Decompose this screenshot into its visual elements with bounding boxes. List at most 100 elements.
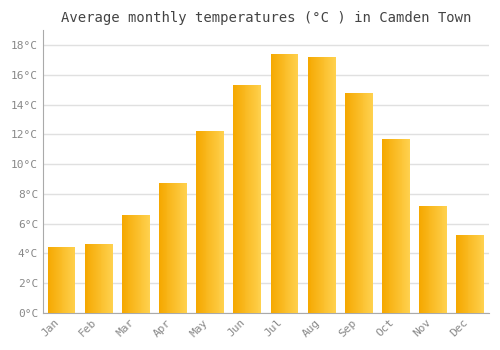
Bar xyxy=(244,85,246,313)
Bar xyxy=(445,206,446,313)
Bar xyxy=(324,57,326,313)
Bar xyxy=(477,236,478,313)
Bar xyxy=(329,57,330,313)
Bar xyxy=(240,85,241,313)
Bar xyxy=(433,206,434,313)
Bar xyxy=(200,132,201,313)
Bar xyxy=(270,54,272,313)
Bar xyxy=(197,132,198,313)
Bar xyxy=(442,206,444,313)
Bar xyxy=(424,206,425,313)
Bar xyxy=(372,93,373,313)
Bar xyxy=(330,57,331,313)
Bar xyxy=(386,139,388,313)
Bar xyxy=(332,57,333,313)
Bar xyxy=(464,236,466,313)
Bar xyxy=(385,139,386,313)
Bar xyxy=(128,215,130,313)
Bar xyxy=(62,247,64,313)
Bar xyxy=(382,139,383,313)
Bar xyxy=(254,85,255,313)
Bar xyxy=(147,215,148,313)
Bar xyxy=(360,93,362,313)
Bar xyxy=(178,183,180,313)
Bar xyxy=(55,247,56,313)
Bar xyxy=(54,247,55,313)
Bar xyxy=(67,247,68,313)
Bar xyxy=(210,132,211,313)
Bar xyxy=(199,132,200,313)
Bar xyxy=(96,244,97,313)
Bar xyxy=(460,236,461,313)
Bar xyxy=(392,139,393,313)
Bar xyxy=(472,236,473,313)
Bar xyxy=(72,247,74,313)
Bar xyxy=(180,183,182,313)
Bar xyxy=(174,183,175,313)
Bar xyxy=(426,206,428,313)
Bar xyxy=(474,236,475,313)
Bar xyxy=(419,206,420,313)
Bar xyxy=(315,57,316,313)
Bar xyxy=(446,206,447,313)
Bar xyxy=(238,85,239,313)
Bar xyxy=(393,139,394,313)
Bar xyxy=(148,215,149,313)
Bar xyxy=(105,244,106,313)
Bar xyxy=(456,236,458,313)
Bar xyxy=(250,85,251,313)
Bar xyxy=(482,236,484,313)
Bar xyxy=(345,93,346,313)
Bar xyxy=(356,93,357,313)
Bar xyxy=(383,139,384,313)
Bar xyxy=(214,132,215,313)
Bar xyxy=(326,57,327,313)
Bar xyxy=(131,215,132,313)
Bar xyxy=(170,183,171,313)
Bar xyxy=(149,215,150,313)
Bar xyxy=(430,206,432,313)
Bar xyxy=(208,132,210,313)
Bar xyxy=(236,85,237,313)
Bar xyxy=(57,247,58,313)
Bar xyxy=(88,244,90,313)
Bar xyxy=(249,85,250,313)
Bar xyxy=(286,54,288,313)
Bar xyxy=(310,57,312,313)
Bar xyxy=(276,54,277,313)
Bar xyxy=(334,57,336,313)
Bar xyxy=(92,244,93,313)
Bar xyxy=(397,139,398,313)
Bar xyxy=(409,139,410,313)
Bar xyxy=(364,93,366,313)
Bar xyxy=(463,236,464,313)
Bar xyxy=(367,93,368,313)
Bar xyxy=(124,215,126,313)
Bar xyxy=(220,132,222,313)
Bar xyxy=(130,215,131,313)
Bar xyxy=(407,139,408,313)
Bar xyxy=(333,57,334,313)
Bar xyxy=(362,93,364,313)
Bar xyxy=(86,244,88,313)
Bar xyxy=(328,57,329,313)
Bar xyxy=(277,54,278,313)
Bar xyxy=(390,139,392,313)
Bar xyxy=(402,139,404,313)
Bar xyxy=(260,85,262,313)
Bar xyxy=(435,206,436,313)
Bar xyxy=(218,132,220,313)
Bar xyxy=(126,215,128,313)
Bar xyxy=(444,206,445,313)
Bar xyxy=(216,132,218,313)
Bar xyxy=(69,247,70,313)
Bar xyxy=(213,132,214,313)
Bar xyxy=(144,215,145,313)
Bar xyxy=(331,57,332,313)
Bar xyxy=(288,54,289,313)
Bar xyxy=(308,57,310,313)
Bar xyxy=(369,93,370,313)
Bar xyxy=(211,132,212,313)
Bar xyxy=(272,54,274,313)
Bar xyxy=(136,215,137,313)
